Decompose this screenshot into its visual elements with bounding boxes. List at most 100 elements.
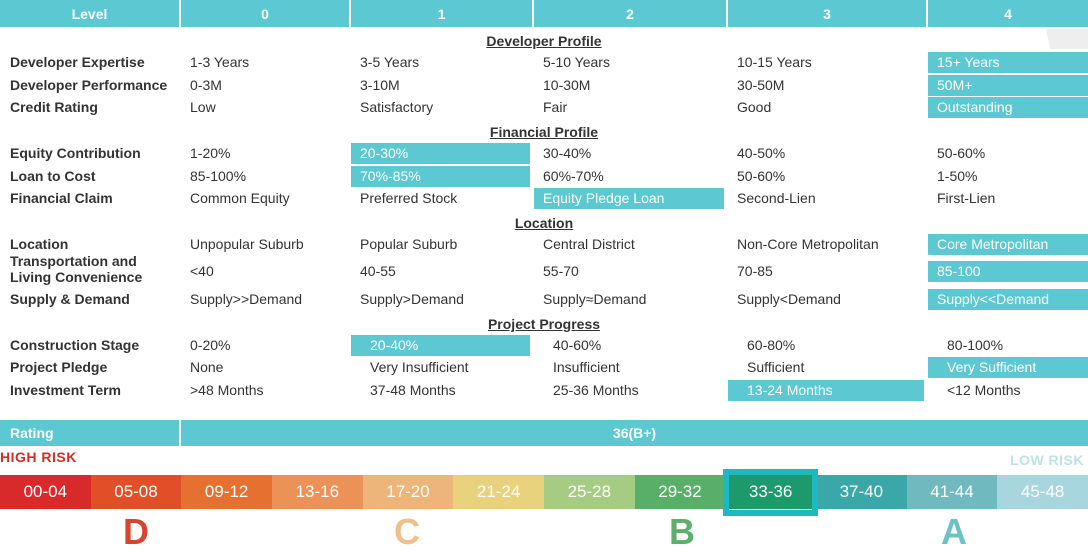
table-cell: Low	[190, 99, 216, 115]
rating-label: Rating	[0, 420, 179, 446]
row-label: Project Pledge	[10, 359, 108, 375]
table-cell: 5-10 Years	[543, 54, 610, 70]
table-cell: 80-100%	[947, 337, 1004, 353]
level-header-0: 0	[181, 0, 349, 27]
table-cell: None	[190, 359, 224, 375]
table-cell: 10-15 Years	[737, 54, 812, 70]
table-cell: Sufficient	[747, 359, 805, 375]
table-cell: Second-Lien	[737, 190, 816, 206]
scale-segment: 00-04	[0, 475, 91, 509]
grade-d: D	[123, 511, 149, 552]
table-cell: Common Equity	[190, 190, 290, 206]
selected-cell: Core Metropolitan	[928, 234, 1088, 255]
scale-segment: 25-28	[544, 475, 635, 509]
rating-value: 36(B+)	[181, 420, 1088, 446]
table-cell: 30-50M	[737, 77, 785, 93]
row-label: Financial Claim	[10, 190, 113, 206]
table-cell: Fair	[543, 99, 568, 115]
table-cell: <40	[190, 263, 214, 279]
row-label: Loan to Cost	[10, 168, 96, 184]
selected-cell: Very Sufficient	[928, 357, 1088, 378]
table-cell: 3-5 Years	[360, 54, 420, 70]
section-title: Project Progress	[487, 316, 601, 332]
table-cell: Central District	[543, 236, 635, 252]
level-header-2: 2	[534, 0, 726, 27]
table-cell: 0-20%	[190, 337, 231, 353]
table-cell: Unpopular Suburb	[190, 236, 304, 252]
selected-cell: 50M+	[928, 75, 1088, 96]
corner-decoration	[1046, 29, 1088, 49]
scale-segment: 41-44	[906, 475, 998, 509]
row-label: Equity Contribution	[10, 145, 141, 161]
table-cell: Good	[737, 99, 772, 115]
table-cell: 1-3 Years	[190, 54, 250, 70]
table-cell: 60%-70%	[543, 168, 604, 184]
level-header: Level	[0, 0, 179, 27]
selected-cell: Equity Pledge Loan	[534, 188, 724, 209]
table-cell: 50-60%	[737, 168, 786, 184]
selected-cell: 70%-85%	[351, 166, 530, 187]
high-risk-label: HIGH RISK	[0, 449, 77, 465]
table-cell: Insufficient	[553, 359, 620, 375]
scale-segment: 17-20	[362, 475, 454, 509]
grade-b: B	[669, 511, 695, 552]
table-cell: 70-85	[737, 263, 773, 279]
section-title: Financial Profile	[489, 124, 599, 140]
selected-cell: Supply<<Demand	[928, 289, 1088, 310]
scale-segment: 33-36	[725, 475, 816, 509]
table-cell: Supply<Demand	[737, 291, 841, 307]
table-cell: 85-100%	[190, 168, 247, 184]
low-risk-label: LOW RISK	[1010, 452, 1084, 468]
scale-segment: 37-40	[816, 475, 907, 509]
table-cell: 40-50%	[737, 145, 786, 161]
grade-a: A	[941, 511, 967, 552]
row-label: Developer Expertise	[10, 54, 145, 70]
table-cell: Satisfactory	[360, 99, 434, 115]
selected-cell: 13-24 Months	[728, 380, 924, 401]
selected-scale-highlight	[723, 469, 818, 516]
selected-cell: 20-30%	[351, 143, 530, 164]
section-title: Developer Profile	[486, 33, 602, 49]
scale-segment: 13-16	[272, 475, 363, 509]
table-cell: Popular Suburb	[360, 236, 458, 252]
row-label: Credit Rating	[10, 99, 98, 115]
scale-segment: 21-24	[453, 475, 544, 509]
level-header-4: 4	[928, 0, 1088, 27]
scale-segment: 05-08	[90, 475, 182, 509]
table-cell: Non-Core Metropolitan	[737, 236, 879, 252]
table-cell: 0-3M	[190, 77, 222, 93]
table-cell: Very Insufficient	[370, 359, 469, 375]
row-label: Transportation and Living Convenience	[10, 253, 143, 285]
scale-segment: 29-32	[634, 475, 726, 509]
table-cell: 1-20%	[190, 145, 231, 161]
selected-cell: 20-40%	[351, 335, 530, 356]
row-label: Construction Stage	[10, 337, 140, 353]
table-cell: Supply≈Demand	[543, 291, 647, 307]
table-cell: >48 Months	[190, 382, 264, 398]
table-cell: First-Lien	[937, 190, 996, 206]
table-cell: Preferred Stock	[360, 190, 458, 206]
selected-cell: 15+ Years	[928, 52, 1088, 73]
table-cell: 25-36 Months	[553, 382, 639, 398]
selected-cell: Outstanding	[928, 97, 1088, 118]
grade-c: C	[394, 511, 420, 552]
table-cell: <12 Months	[947, 382, 1021, 398]
table-cell: 60-80%	[747, 337, 796, 353]
scale-segment: 09-12	[181, 475, 272, 509]
row-label: Supply & Demand	[10, 291, 130, 307]
table-cell: Supply>Demand	[360, 291, 464, 307]
row-label: Investment Term	[10, 382, 121, 398]
selected-cell: 85-100	[928, 261, 1088, 282]
table-cell: 37-48 Months	[370, 382, 456, 398]
row-label: Developer Performance	[10, 77, 168, 93]
table-cell: 40-55	[360, 263, 396, 279]
table-cell: 55-70	[543, 263, 579, 279]
table-cell: 10-30M	[543, 77, 591, 93]
level-header-1: 1	[351, 0, 532, 27]
table-cell: 50-60%	[937, 145, 986, 161]
scale-segment: 45-48	[997, 475, 1088, 509]
level-header-3: 3	[728, 0, 926, 27]
row-label: Location	[10, 236, 69, 252]
table-cell: 30-40%	[543, 145, 592, 161]
table-cell: 1-50%	[937, 168, 978, 184]
